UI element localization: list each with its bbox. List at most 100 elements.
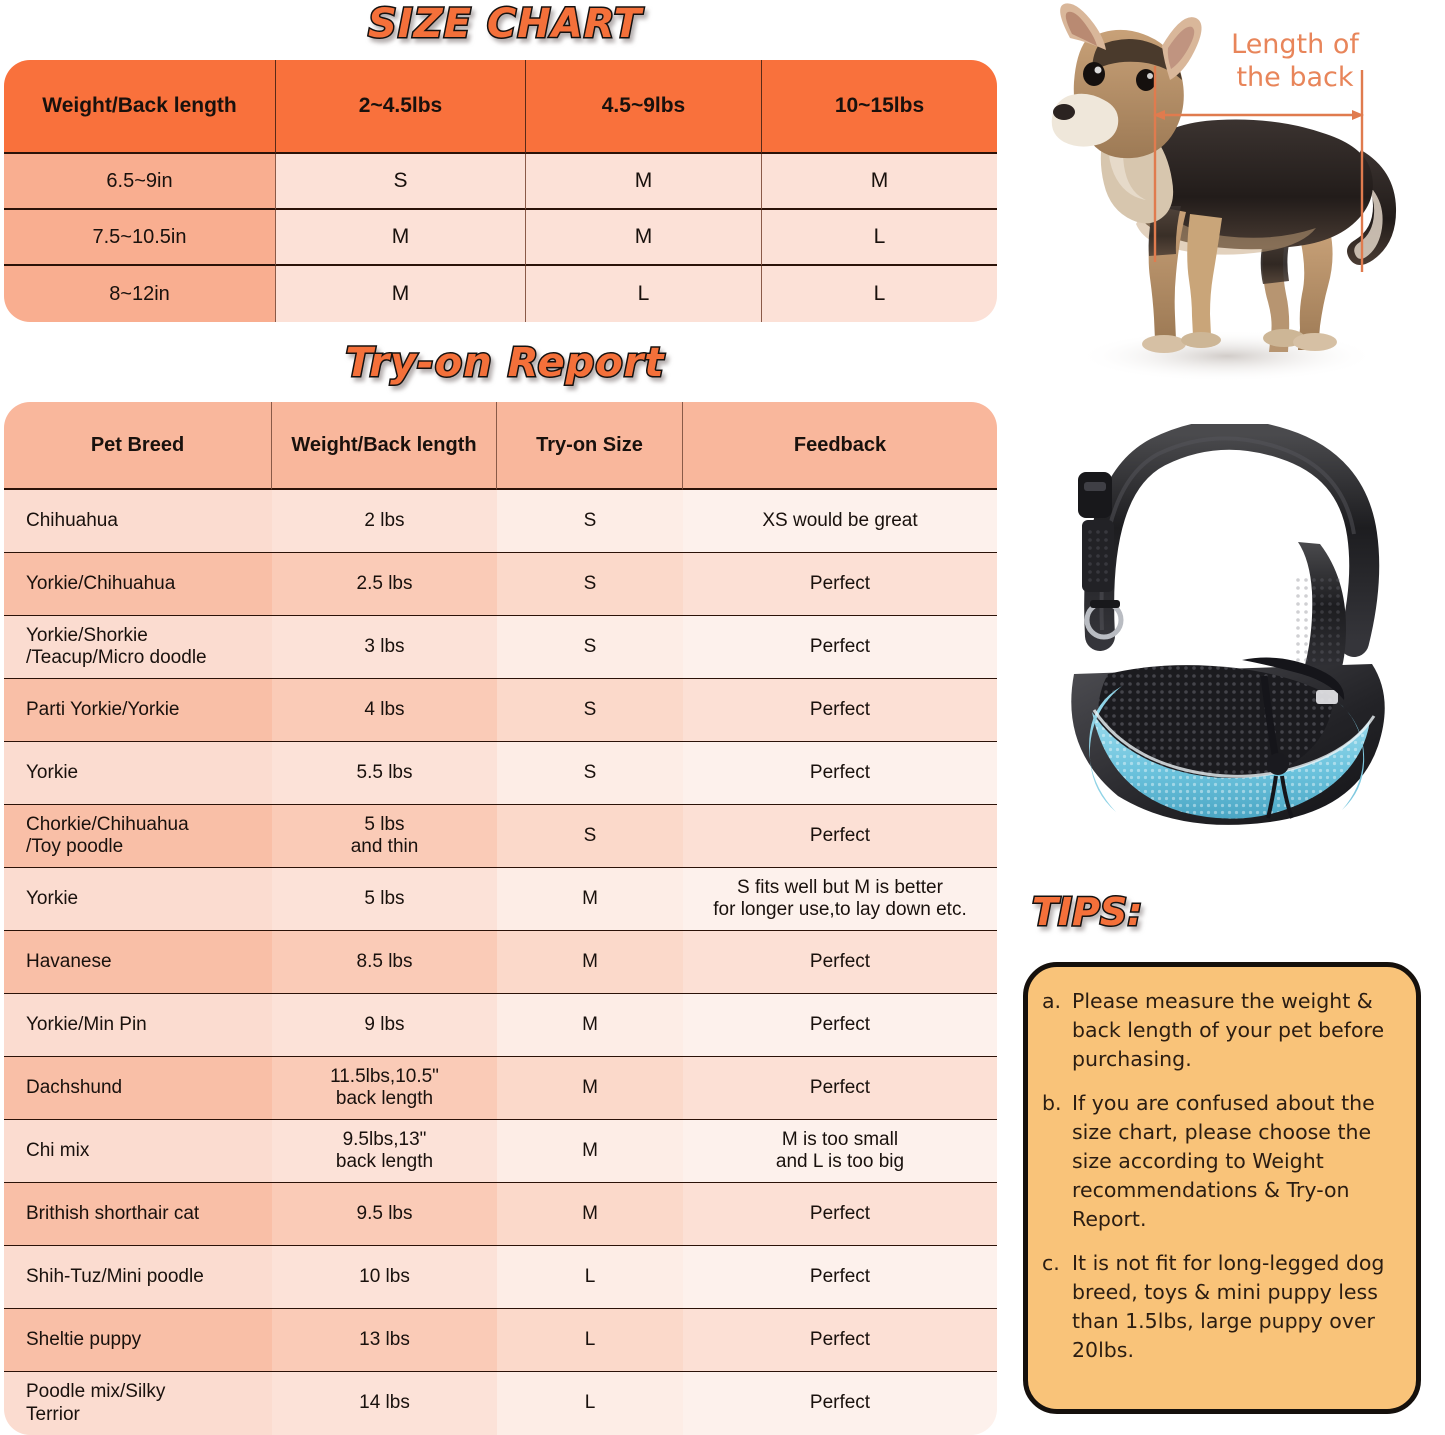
text-line: S xyxy=(583,572,597,594)
text-line: L xyxy=(584,1328,596,1350)
size-chart-cell: L xyxy=(762,210,997,266)
text-line: 9.5 lbs xyxy=(356,1202,413,1224)
tryon-cell-weight: 4 lbs xyxy=(272,679,497,742)
tryon-cell-breed: Yorkie/Min Pin xyxy=(4,994,272,1057)
tryon-cell-size: M xyxy=(497,994,683,1057)
back-length-label: Length of the back xyxy=(1215,28,1375,94)
text-line: Perfect xyxy=(809,761,871,783)
tryon-cell-weight: 9.5lbs,13" back length xyxy=(272,1120,497,1183)
size-chart-cell: M xyxy=(526,154,762,210)
tryon-cell-feedback: Perfect xyxy=(683,1246,997,1309)
tip-text: If you are confused about the size chart… xyxy=(1072,1091,1375,1231)
tryon-cell-size: M xyxy=(497,868,683,931)
tryon-report-row: Shih-Tuz/Mini poodle 10 lbs L Perfect xyxy=(4,1246,997,1309)
text-line: Perfect xyxy=(809,1265,871,1287)
text-line: Perfect xyxy=(809,1392,871,1414)
size-chart-cell: M xyxy=(526,210,762,266)
tip-marker: c. xyxy=(1042,1251,1060,1275)
tryon-cell-size: S xyxy=(497,490,683,553)
text-line: for longer use,to lay down etc. xyxy=(713,899,967,920)
tip-marker: b. xyxy=(1042,1091,1062,1115)
text-line: M xyxy=(582,1202,598,1224)
size-chart-row: 6.5~9in S M M xyxy=(4,154,997,210)
tryon-report-row: Poodle mix/Silky Terrior 14 lbs L Perfect xyxy=(4,1372,997,1435)
text-line: Havanese xyxy=(26,950,112,972)
tryon-cell-weight: 2 lbs xyxy=(272,490,497,553)
text-line: /Teacup/Micro doodle xyxy=(26,647,207,668)
text-line: S xyxy=(583,824,597,846)
text-line: Perfect xyxy=(809,950,871,972)
size-chart-row-label: 6.5~9in xyxy=(4,154,276,210)
tryon-cell-weight: 14 lbs xyxy=(272,1372,497,1435)
size-chart-table: Weight/Back length 2~4.5lbs 4.5~9lbs 10~… xyxy=(4,60,997,322)
tryon-cell-weight: 9.5 lbs xyxy=(272,1183,497,1246)
measure-label-line2: the back xyxy=(1236,62,1354,93)
text-line: and thin xyxy=(350,836,419,857)
tryon-cell-feedback: Perfect xyxy=(683,742,997,805)
text-line: 5.5 lbs xyxy=(356,761,413,783)
size-chart-row: 7.5~10.5in M M L xyxy=(4,210,997,266)
tryon-cell-weight: 11.5lbs,10.5" back length xyxy=(272,1057,497,1120)
text-line: Perfect xyxy=(809,698,871,720)
text-line: 2.5 lbs xyxy=(356,572,413,594)
text-line: M xyxy=(582,887,598,909)
tryon-cell-feedback: Perfect xyxy=(683,931,997,994)
tryon-report-row: Chorkie/Chihuahua/Toy poodle 5 lbs and thi… xyxy=(4,805,997,868)
tryon-cell-size: S xyxy=(497,742,683,805)
tryon-cell-feedback: Perfect xyxy=(683,1372,997,1435)
text-line: Dachshund xyxy=(26,1076,123,1098)
tryon-report-table: Pet Breed Weight/Back length Try-on Size… xyxy=(4,402,997,1435)
text-line: 9 lbs xyxy=(364,1013,405,1035)
tryon-cell-size: S xyxy=(497,616,683,679)
text-line: Chorkie/Chihuahua xyxy=(26,813,189,835)
right-column: Length of the back xyxy=(1010,0,1445,1432)
text-line: Yorkie/Shorkie xyxy=(26,624,148,646)
text-line: 10 lbs xyxy=(359,1265,410,1287)
text-line: M is too small xyxy=(781,1128,899,1150)
text-line: Perfect xyxy=(809,572,871,594)
tryon-cell-feedback: Perfect xyxy=(683,679,997,742)
tryon-cell-breed: Poodle mix/Silky Terrior xyxy=(4,1372,272,1435)
text-line: Shih-Tuz/Mini poodle xyxy=(26,1265,204,1287)
text-line: Poodle mix/Silky xyxy=(26,1381,166,1403)
tip-text: Please measure the weight & back length … xyxy=(1072,989,1385,1071)
tryon-cell-feedback: Perfect xyxy=(683,1309,997,1372)
tryon-cell-size: S xyxy=(497,805,683,868)
tryon-header-row: Pet Breed Weight/Back length Try-on Size… xyxy=(4,402,997,490)
text-line: S xyxy=(583,761,597,783)
tryon-cell-feedback: Perfect xyxy=(683,994,997,1057)
text-line: Yorkie xyxy=(26,887,79,909)
text-line: Perfect xyxy=(809,1202,871,1224)
tryon-cell-size: S xyxy=(497,679,683,742)
tryon-cell-breed: Brithish shorthair cat xyxy=(4,1183,272,1246)
dog-measurement-image: Length of the back xyxy=(1012,0,1444,408)
size-chart-header-cell: 2~4.5lbs xyxy=(276,60,526,154)
tryon-cell-weight: 8.5 lbs xyxy=(272,931,497,994)
tips-title: TIPS: xyxy=(1030,889,1143,936)
tryon-report-row: Havanese 8.5 lbs M Perfect xyxy=(4,931,997,994)
tryon-cell-feedback: Perfect xyxy=(683,1057,997,1120)
size-chart-cell: S xyxy=(276,154,526,210)
size-chart-header-cell: Weight/Back length xyxy=(4,60,276,154)
text-line: S xyxy=(583,509,597,531)
text-line: Parti Yorkie/Yorkie xyxy=(26,698,180,720)
tryon-cell-size: L xyxy=(497,1372,683,1435)
tryon-cell-breed: Parti Yorkie/Yorkie xyxy=(4,679,272,742)
tryon-header-cell: Feedback xyxy=(683,402,997,490)
tryon-header-cell: Try-on Size xyxy=(497,402,683,490)
tryon-report-row: Yorkie/Shorkie/Teacup/Micro doodle 3 lbs S… xyxy=(4,616,997,679)
text-line: 3 lbs xyxy=(364,635,405,657)
size-chart-row-label: 7.5~10.5in xyxy=(4,210,276,266)
size-chart-title: SIZE CHART xyxy=(366,1,643,48)
tryon-cell-weight: 5 lbs xyxy=(272,868,497,931)
tip-item: c. It is not fit for long-legged dog bre… xyxy=(1042,1249,1400,1365)
tryon-report-row: Yorkie/Chihuahua 2.5 lbs S Perfect xyxy=(4,553,997,616)
text-line: 4 lbs xyxy=(364,698,405,720)
text-line: and L is too big xyxy=(775,1151,905,1172)
tryon-cell-size: L xyxy=(497,1246,683,1309)
tryon-cell-size: L xyxy=(497,1309,683,1372)
left-column: SIZE CHART Weight/Back length 2~4.5lbs 4… xyxy=(4,1,997,1435)
tryon-cell-breed: Yorkie xyxy=(4,868,272,931)
tryon-cell-breed: Chi mix xyxy=(4,1120,272,1183)
size-chart-cell: M xyxy=(762,154,997,210)
